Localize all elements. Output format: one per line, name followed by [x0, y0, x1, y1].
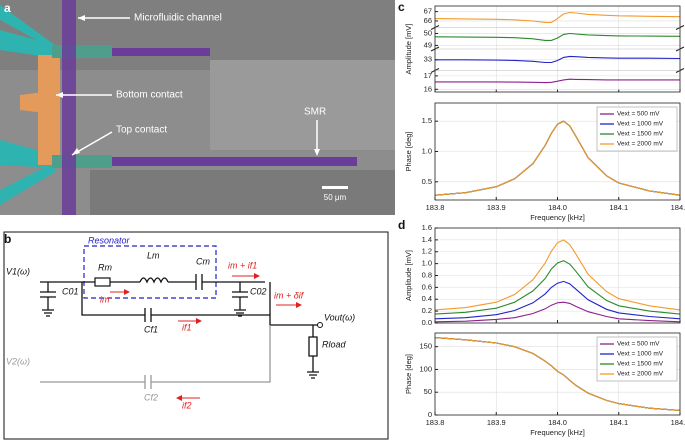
y-tick-label: 0.4	[422, 294, 432, 303]
plot-frame	[434, 5, 681, 93]
circuit-label: Cf2	[144, 392, 158, 402]
x-axis-label: Frequency [kHz]	[530, 428, 585, 437]
micrograph-label: SMR	[304, 107, 326, 118]
y-tick-label: 100	[419, 364, 432, 373]
y-tick-label: 1.6	[422, 223, 432, 232]
y-tick-label: 1.2	[422, 247, 432, 256]
circuit-label: im + δif	[274, 290, 305, 300]
y-tick-label: 150	[419, 342, 432, 351]
y-tick-label: 1.0	[422, 259, 432, 268]
circuit-label: im + if1	[228, 260, 257, 270]
y-tick-label: 67	[424, 7, 432, 16]
plot-frame	[434, 332, 681, 416]
circuit-label: V1(ω)	[6, 266, 30, 276]
circuit-label: Rload	[322, 339, 347, 349]
circuit-label: im	[100, 294, 110, 304]
x-tick-label: 184.2	[671, 418, 685, 427]
x-tick-label: 184.1	[609, 203, 628, 212]
plot-frame	[434, 227, 681, 324]
y-tick-label: 0.2	[422, 306, 432, 315]
y-tick-label: 49	[424, 40, 432, 49]
chart: 183.8 183.9 184.0 184.1 184.2 0 50 100 150 Vext =…	[404, 332, 685, 437]
series-line	[434, 260, 681, 315]
y-tick-label: 0.5	[422, 177, 432, 186]
y-tick-label: 50	[424, 28, 432, 37]
series-line	[434, 11, 681, 23]
y-tick-label: 17	[424, 71, 432, 80]
circuit	[3, 231, 389, 440]
y-tick-label: 0.6	[422, 282, 432, 291]
circuit-label: V2(ω)	[6, 356, 30, 366]
circuit-label: Vout(ω)	[324, 312, 355, 322]
circuit-label: if2	[182, 400, 192, 410]
y-tick-label: 33	[424, 55, 432, 64]
y-axis-label: Phase [deg]	[404, 354, 413, 394]
y-tick-label: 1.4	[422, 235, 432, 244]
series-line	[435, 78, 680, 84]
series-line	[434, 239, 681, 311]
series-line	[434, 301, 681, 323]
circuit-label: Cm	[196, 256, 210, 266]
legend-label: Vext = 2000 mV	[617, 141, 664, 148]
legend-label: Vext = 500 mV	[617, 341, 660, 348]
y-axis-label: Amplitude [mV]	[404, 24, 413, 75]
y-tick-label: 1.0	[422, 146, 432, 155]
y-tick-label: 0.0	[422, 318, 432, 327]
legend-label: Vext = 1000 mV	[617, 121, 664, 128]
series-line	[434, 337, 681, 411]
resonator-title: Resonator	[88, 235, 131, 245]
x-tick-label: 183.9	[487, 203, 506, 212]
x-tick-label: 183.8	[426, 203, 445, 212]
y-tick-label: 0	[428, 410, 432, 419]
y-tick-label: 1.5	[422, 116, 432, 125]
y-tick-label: 66	[424, 16, 432, 25]
legend-label: Vext = 1500 mV	[617, 361, 664, 368]
micrograph-label: Top contact	[116, 125, 167, 136]
legend-label: Vext = 1500 mV	[617, 131, 664, 138]
micrograph-label: Bottom contact	[116, 90, 183, 101]
panel-letter: b	[4, 232, 11, 246]
legend-label: Vext = 500 mV	[617, 111, 660, 118]
panel-letter: c	[398, 0, 405, 14]
series-line	[434, 120, 681, 196]
plot-frame	[434, 102, 681, 201]
y-axis-label: Amplitude [mV]	[404, 250, 413, 301]
y-tick-label: 0.8	[422, 270, 432, 279]
panel-letter: a	[4, 1, 11, 15]
x-tick-label: 184.2	[671, 203, 685, 212]
x-tick-label: 183.8	[426, 418, 445, 427]
micrograph	[0, 0, 395, 215]
x-tick-label: 184.1	[609, 418, 628, 427]
legend-label: Vext = 2000 mV	[617, 371, 664, 378]
legend-label: Vext = 1000 mV	[617, 351, 664, 358]
y-axis-label: Phase [deg]	[404, 131, 413, 171]
series-line	[435, 55, 681, 64]
circuit-label: Lm	[147, 250, 160, 260]
circuit-label: Rm	[98, 262, 112, 272]
scale-bar-label: 50 μm	[324, 193, 347, 202]
series-line	[434, 32, 681, 41]
series-line	[434, 280, 681, 320]
circuit-label: C01	[62, 286, 79, 296]
x-tick-label: 184.0	[548, 203, 567, 212]
panel-letter: d	[398, 218, 405, 232]
circuit-label: C02	[250, 286, 267, 296]
y-tick-label: 16	[424, 84, 432, 93]
x-axis-label: Frequency [kHz]	[530, 213, 585, 222]
y-tick-label: 50	[424, 387, 432, 396]
micrograph-label: Microfluidic channel	[134, 13, 222, 24]
chart: 183.8 183.9 184.0 184.1 184.2 0.5 1.0 1.5 Vext =…	[404, 102, 685, 222]
circuit-label: Cf1	[144, 324, 158, 334]
circuit-label: if1	[182, 322, 192, 332]
x-tick-label: 183.9	[487, 418, 506, 427]
chart: 0.0 0.2 0.4 0.6 0.8 1.0 1.2 1.4 1.6 Amplitude [mV…	[404, 223, 681, 327]
x-tick-label: 184.0	[548, 418, 567, 427]
